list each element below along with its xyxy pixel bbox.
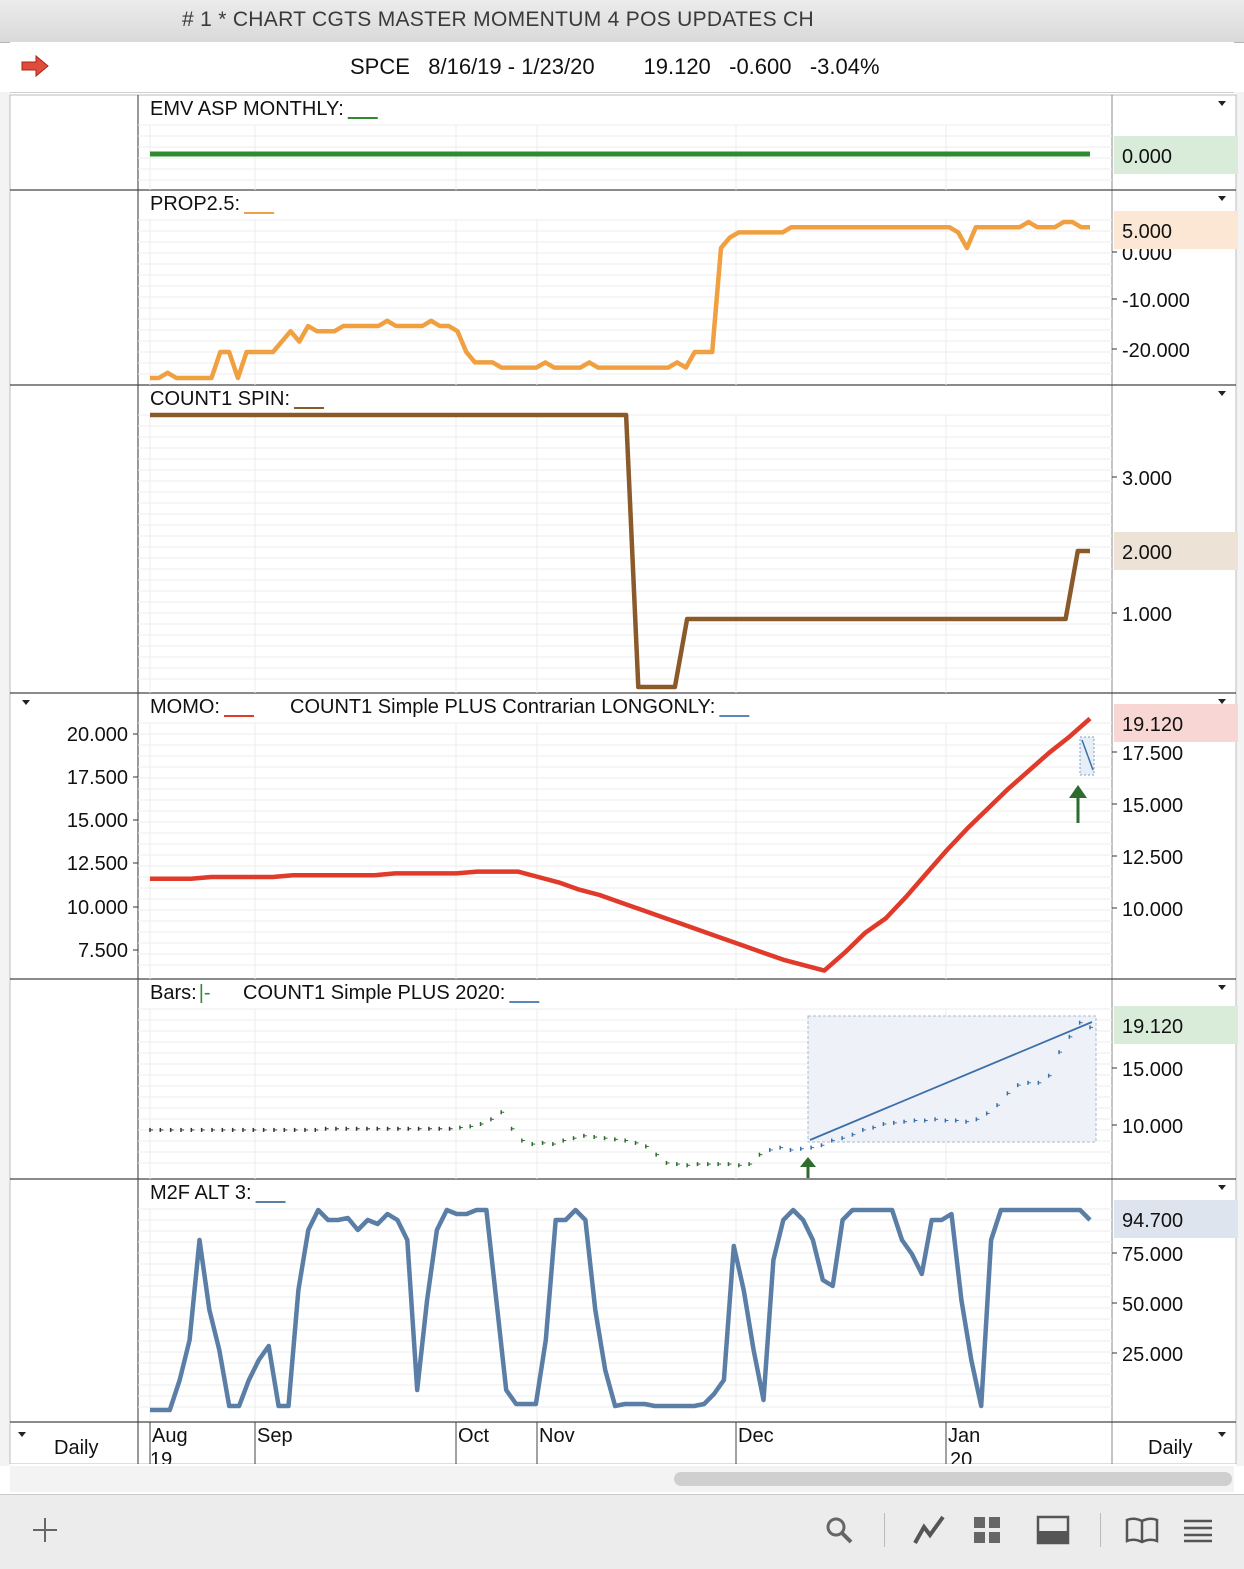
month-label: Aug — [152, 1425, 188, 1447]
left-axis-label: 7.500 — [78, 940, 128, 962]
chart-frame-border — [9, 94, 1237, 1464]
chevron-down-icon[interactable] — [22, 700, 30, 705]
grid-layout-icon[interactable] — [972, 1515, 1002, 1545]
value-badge — [1114, 704, 1238, 742]
pane-title: MOMO: — [150, 696, 220, 718]
month-label: Dec — [738, 1425, 774, 1447]
window-title: # 1 * CHART CGTS MASTER MOMENTUM 4 POS U… — [182, 8, 814, 31]
horizontal-scrollbar[interactable] — [10, 1466, 1234, 1492]
prop25-series-line — [150, 219, 1090, 381]
buy-up-arrow-head-icon — [1069, 785, 1087, 798]
pane-title: M2F ALT 3: — [150, 1182, 252, 1204]
bars-legend-glyph: |- — [199, 982, 211, 1004]
left-axis-label: 10.000 — [67, 897, 128, 919]
pane-menu-chevron-down-icon[interactable] — [1218, 1185, 1226, 1190]
axis-label: 3.000 — [1122, 468, 1172, 490]
pane-menu-chevron-down-icon[interactable] — [1218, 391, 1226, 396]
add-icon[interactable] — [30, 1515, 60, 1545]
period-chevron-down-icon[interactable] — [1218, 1432, 1226, 1437]
axis-label: 1.000 — [1122, 604, 1172, 626]
year-label: 20 — [950, 1449, 972, 1464]
momo-series-line — [150, 716, 1092, 973]
signal-box — [1079, 736, 1095, 776]
pane-title: EMV ASP MONTHLY: — [150, 98, 344, 120]
red-arrow-right-icon[interactable] — [20, 54, 50, 78]
value-badge-text: 94.700 — [1122, 1210, 1183, 1232]
axis-label: 15.000 — [1122, 1059, 1183, 1081]
pane-title-secondary: COUNT1 Simple PLUS 2020: — [243, 982, 505, 1004]
scrollbar-thumb[interactable] — [674, 1472, 1232, 1486]
trend-line — [809, 1021, 1093, 1141]
buy-up-arrow-head-icon — [800, 1157, 816, 1167]
axis-label: 15.000 — [1122, 795, 1183, 817]
axis-label: 10.000 — [1122, 1116, 1183, 1138]
axis-label: 75.000 — [1122, 1244, 1183, 1266]
axis-label: 17.500 — [1122, 743, 1183, 765]
left-axis-label: 17.500 — [67, 767, 128, 789]
list-menu-icon[interactable] — [1182, 1517, 1214, 1543]
value-badge — [1114, 1006, 1238, 1044]
period-chevron-down-icon[interactable] — [18, 1432, 26, 1437]
value-badge-text: 2.000 — [1122, 542, 1172, 564]
axis-label: -10.000 — [1122, 290, 1190, 312]
axis-label: 25.000 — [1122, 1344, 1183, 1366]
toolbar-divider — [884, 1513, 885, 1547]
symbol-quote: SPCE 8/16/19 - 1/23/20 19.120 -0.600 -3.… — [350, 54, 880, 79]
pane-title: PROP2.5: — [150, 193, 240, 215]
window-titlebar: # 1 * CHART CGTS MASTER MOMENTUM 4 POS U… — [0, 0, 1244, 43]
pane-title: Bars: — [150, 982, 197, 1004]
value-badge — [1114, 532, 1238, 570]
count1-spin-series-line — [150, 412, 1090, 690]
pane-menu-chevron-down-icon[interactable] — [1218, 985, 1226, 990]
signal-bar — [1081, 739, 1094, 771]
value-badge-text: 5.000 — [1122, 221, 1172, 243]
search-icon[interactable] — [824, 1515, 854, 1545]
year-label: 19 — [150, 1449, 172, 1464]
panel-layout-icon[interactable] — [1036, 1515, 1070, 1545]
book-icon[interactable] — [1124, 1515, 1160, 1545]
month-label: Oct — [458, 1425, 490, 1447]
month-label: Jan — [948, 1425, 980, 1447]
month-label: Nov — [539, 1425, 575, 1447]
left-gutter — [0, 92, 10, 1466]
period-label-right: Daily — [1148, 1437, 1192, 1459]
period-label-left: Daily — [54, 1437, 98, 1459]
left-axis-label: 12.500 — [67, 853, 128, 875]
value-badge — [1114, 136, 1238, 174]
value-badge-text: 19.120 — [1122, 714, 1183, 736]
value-badge — [1114, 211, 1238, 249]
axis-label: -20.000 — [1122, 340, 1190, 362]
chart-area[interactable]: EMV ASP MONTHLY: PROP2.5: COUNT1 SPIN: MOMO… — [0, 92, 1244, 1464]
pane-menu-chevron-down-icon[interactable] — [1218, 101, 1226, 106]
bottom-toolbar — [0, 1494, 1244, 1569]
symbol-bar: SPCE 8/16/19 - 1/23/20 19.120 -0.600 -3.… — [10, 42, 1234, 93]
pane-title: COUNT1 SPIN: — [150, 388, 290, 410]
value-badge — [1114, 1200, 1238, 1238]
line-chart-icon[interactable] — [912, 1513, 946, 1547]
axis-label: 10.000 — [1122, 899, 1183, 921]
toolbar-divider — [1100, 1513, 1101, 1547]
pane-menu-chevron-down-icon[interactable] — [1218, 196, 1226, 201]
month-label: Sep — [257, 1425, 293, 1447]
value-badge-text: 0.000 — [1122, 146, 1172, 168]
pane-title-secondary: COUNT1 Simple PLUS Contrarian LONGONLY: — [290, 696, 715, 718]
left-axis-label: 20.000 — [67, 724, 128, 746]
pane-menu-chevron-down-icon[interactable] — [1218, 699, 1226, 704]
axis-label: 12.500 — [1122, 847, 1183, 869]
axis-label: 50.000 — [1122, 1294, 1183, 1316]
left-axis-label: 15.000 — [67, 810, 128, 832]
m2f-series-line — [150, 1207, 1092, 1413]
right-gutter — [1236, 92, 1244, 1466]
value-badge-text: 19.120 — [1122, 1016, 1183, 1038]
